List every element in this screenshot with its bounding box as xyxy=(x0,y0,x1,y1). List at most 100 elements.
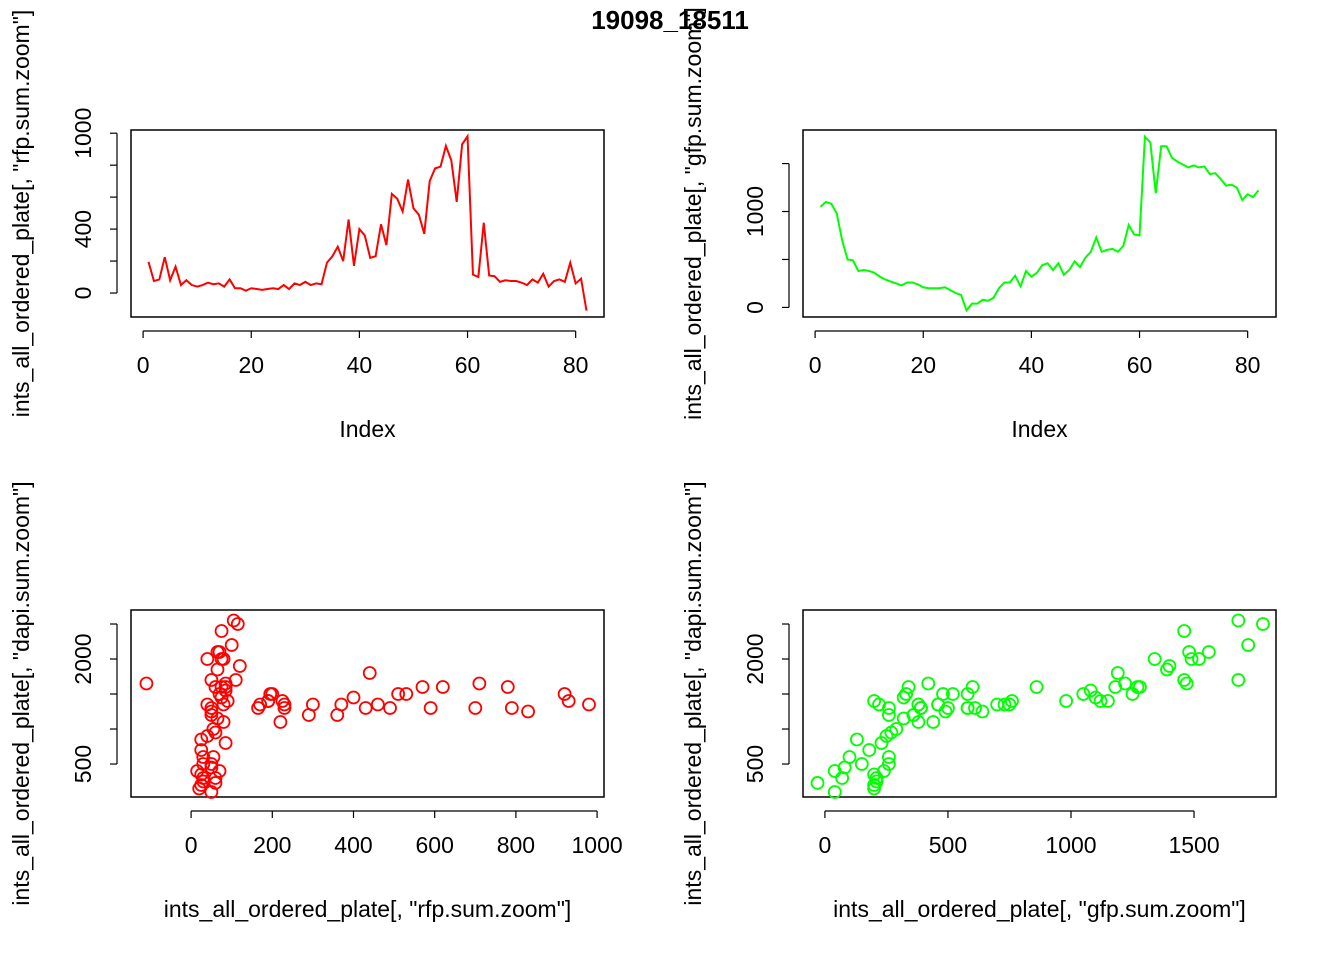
data-point xyxy=(208,725,223,740)
y-tick-label: 0 xyxy=(70,287,96,300)
data-point xyxy=(1059,694,1073,708)
x-tick-label: 400 xyxy=(334,832,372,858)
data-point xyxy=(901,680,916,694)
plot-box xyxy=(802,129,1277,318)
data-point xyxy=(867,778,882,792)
y-tick-label: 2000 xyxy=(742,633,768,684)
data-point xyxy=(204,757,219,771)
x-tick-label: 20 xyxy=(910,352,936,378)
data-point xyxy=(200,652,215,666)
y-tick-label: 2000 xyxy=(70,633,96,684)
data-point xyxy=(879,729,894,743)
data-point xyxy=(208,680,223,694)
data-point xyxy=(194,732,209,747)
data-point xyxy=(1182,645,1197,659)
data-point xyxy=(435,680,450,694)
y-axis-label: ints_all_ordered_plate[, "dapi.sum.zoom"… xyxy=(8,481,34,905)
data-point xyxy=(210,645,225,659)
x-tick-label: 80 xyxy=(563,352,589,378)
data-point xyxy=(849,732,864,747)
data-point xyxy=(938,704,953,719)
data-point xyxy=(204,785,219,799)
data-point xyxy=(504,701,519,715)
data-point xyxy=(210,662,225,677)
x-tick-label: 60 xyxy=(1127,352,1153,378)
data-point xyxy=(194,743,209,757)
data-point xyxy=(305,697,320,712)
data-point xyxy=(968,701,982,715)
data-point xyxy=(194,767,209,782)
data-point xyxy=(224,638,239,652)
data-point xyxy=(1005,694,1019,708)
data-point xyxy=(906,708,921,722)
data-point xyxy=(273,715,288,729)
data-point xyxy=(1177,624,1192,638)
data-point xyxy=(926,715,941,729)
x-tick-label: 20 xyxy=(238,352,264,378)
y-tick-label: 1000 xyxy=(742,186,768,237)
data-point xyxy=(854,757,869,771)
y-tick-label: 1000 xyxy=(70,108,96,159)
data-point xyxy=(1147,652,1162,666)
data-point xyxy=(370,697,385,712)
data-point xyxy=(1101,694,1115,708)
data-point xyxy=(561,694,576,708)
x-tick-label: 0 xyxy=(185,832,198,858)
data-point xyxy=(230,617,245,631)
data-point xyxy=(232,659,247,673)
x-tick-label: 0 xyxy=(137,352,150,378)
data-point xyxy=(277,701,292,715)
data-point xyxy=(206,750,221,764)
data-point xyxy=(220,694,235,708)
data-point xyxy=(899,687,914,701)
data-point xyxy=(960,687,975,701)
data-point xyxy=(277,697,292,712)
data-point xyxy=(261,694,276,708)
chart-title: 19098_18511 xyxy=(591,5,749,35)
data-point xyxy=(391,687,406,701)
x-axis-label: ints_all_ordered_plate[, "rfp.sum.zoom"] xyxy=(164,896,572,922)
data-point xyxy=(423,701,438,715)
x-tick-label: 800 xyxy=(497,832,535,858)
x-axis-label: Index xyxy=(1011,416,1068,442)
data-point xyxy=(383,701,397,715)
data-point xyxy=(1118,676,1133,691)
x-tick-label: 1000 xyxy=(572,832,623,858)
data-point xyxy=(911,715,926,729)
data-point xyxy=(881,757,896,771)
data-point xyxy=(1125,687,1140,701)
data-point xyxy=(1231,613,1246,628)
y-axis-label: ints_all_ordered_plate[, "dapi.sum.zoom"… xyxy=(680,481,706,905)
data-point xyxy=(1160,662,1174,677)
x-tick-label: 600 xyxy=(416,832,454,858)
data-point xyxy=(226,613,241,628)
data-point xyxy=(869,774,884,789)
data-point xyxy=(1192,652,1206,666)
data-point xyxy=(810,776,825,790)
data-point xyxy=(204,673,219,687)
data-point xyxy=(1256,617,1270,631)
data-point xyxy=(204,701,219,715)
data-point xyxy=(1002,697,1017,712)
data-point xyxy=(867,781,882,796)
data-point xyxy=(975,704,990,719)
y-tick-label: 400 xyxy=(70,210,96,248)
data-point xyxy=(1076,687,1091,701)
data-point xyxy=(1231,673,1246,687)
data-point xyxy=(1162,659,1177,673)
data-point xyxy=(208,771,223,785)
data-point xyxy=(1133,680,1147,694)
data-point xyxy=(346,690,361,705)
data-point xyxy=(265,687,280,701)
data-point xyxy=(212,687,227,701)
data-point xyxy=(358,701,373,715)
data-point xyxy=(362,666,377,680)
data-line xyxy=(819,134,1260,313)
data-point xyxy=(468,701,483,715)
x-tick-label: 40 xyxy=(1019,352,1045,378)
data-point xyxy=(399,687,414,701)
data-point xyxy=(212,764,227,778)
data-point xyxy=(472,676,487,691)
data-point xyxy=(415,680,430,694)
